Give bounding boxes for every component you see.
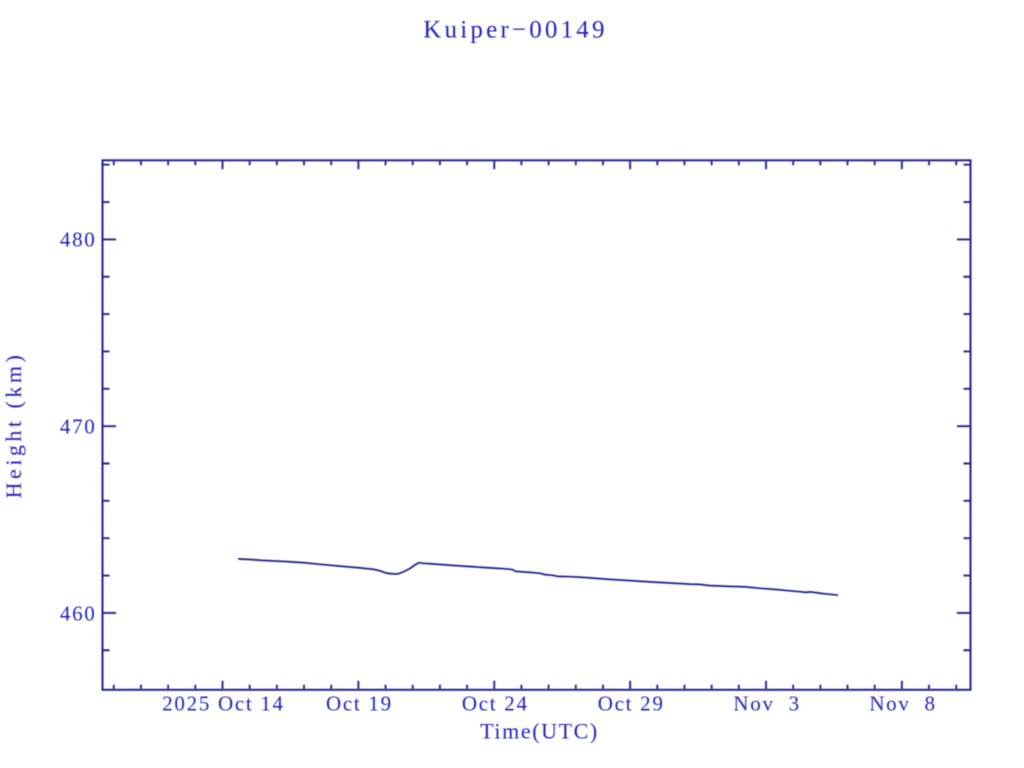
svg-text:470: 470 <box>60 414 97 438</box>
svg-text:Nov 8: Nov 8 <box>869 692 936 716</box>
svg-text:Kuiper−00149: Kuiper−00149 <box>423 16 607 43</box>
svg-text:480: 480 <box>60 227 97 251</box>
svg-text:Oct 19: Oct 19 <box>326 692 393 716</box>
svg-text:Nov 3: Nov 3 <box>733 692 800 716</box>
svg-text:Oct 29: Oct 29 <box>598 692 665 716</box>
svg-text:Time(UTC): Time(UTC) <box>480 719 599 744</box>
svg-text:460: 460 <box>60 602 97 626</box>
svg-text:Oct 24: Oct 24 <box>462 692 529 716</box>
svg-text:Height (km): Height (km) <box>1 352 26 499</box>
svg-text:2025 Oct 14: 2025 Oct 14 <box>162 692 285 716</box>
